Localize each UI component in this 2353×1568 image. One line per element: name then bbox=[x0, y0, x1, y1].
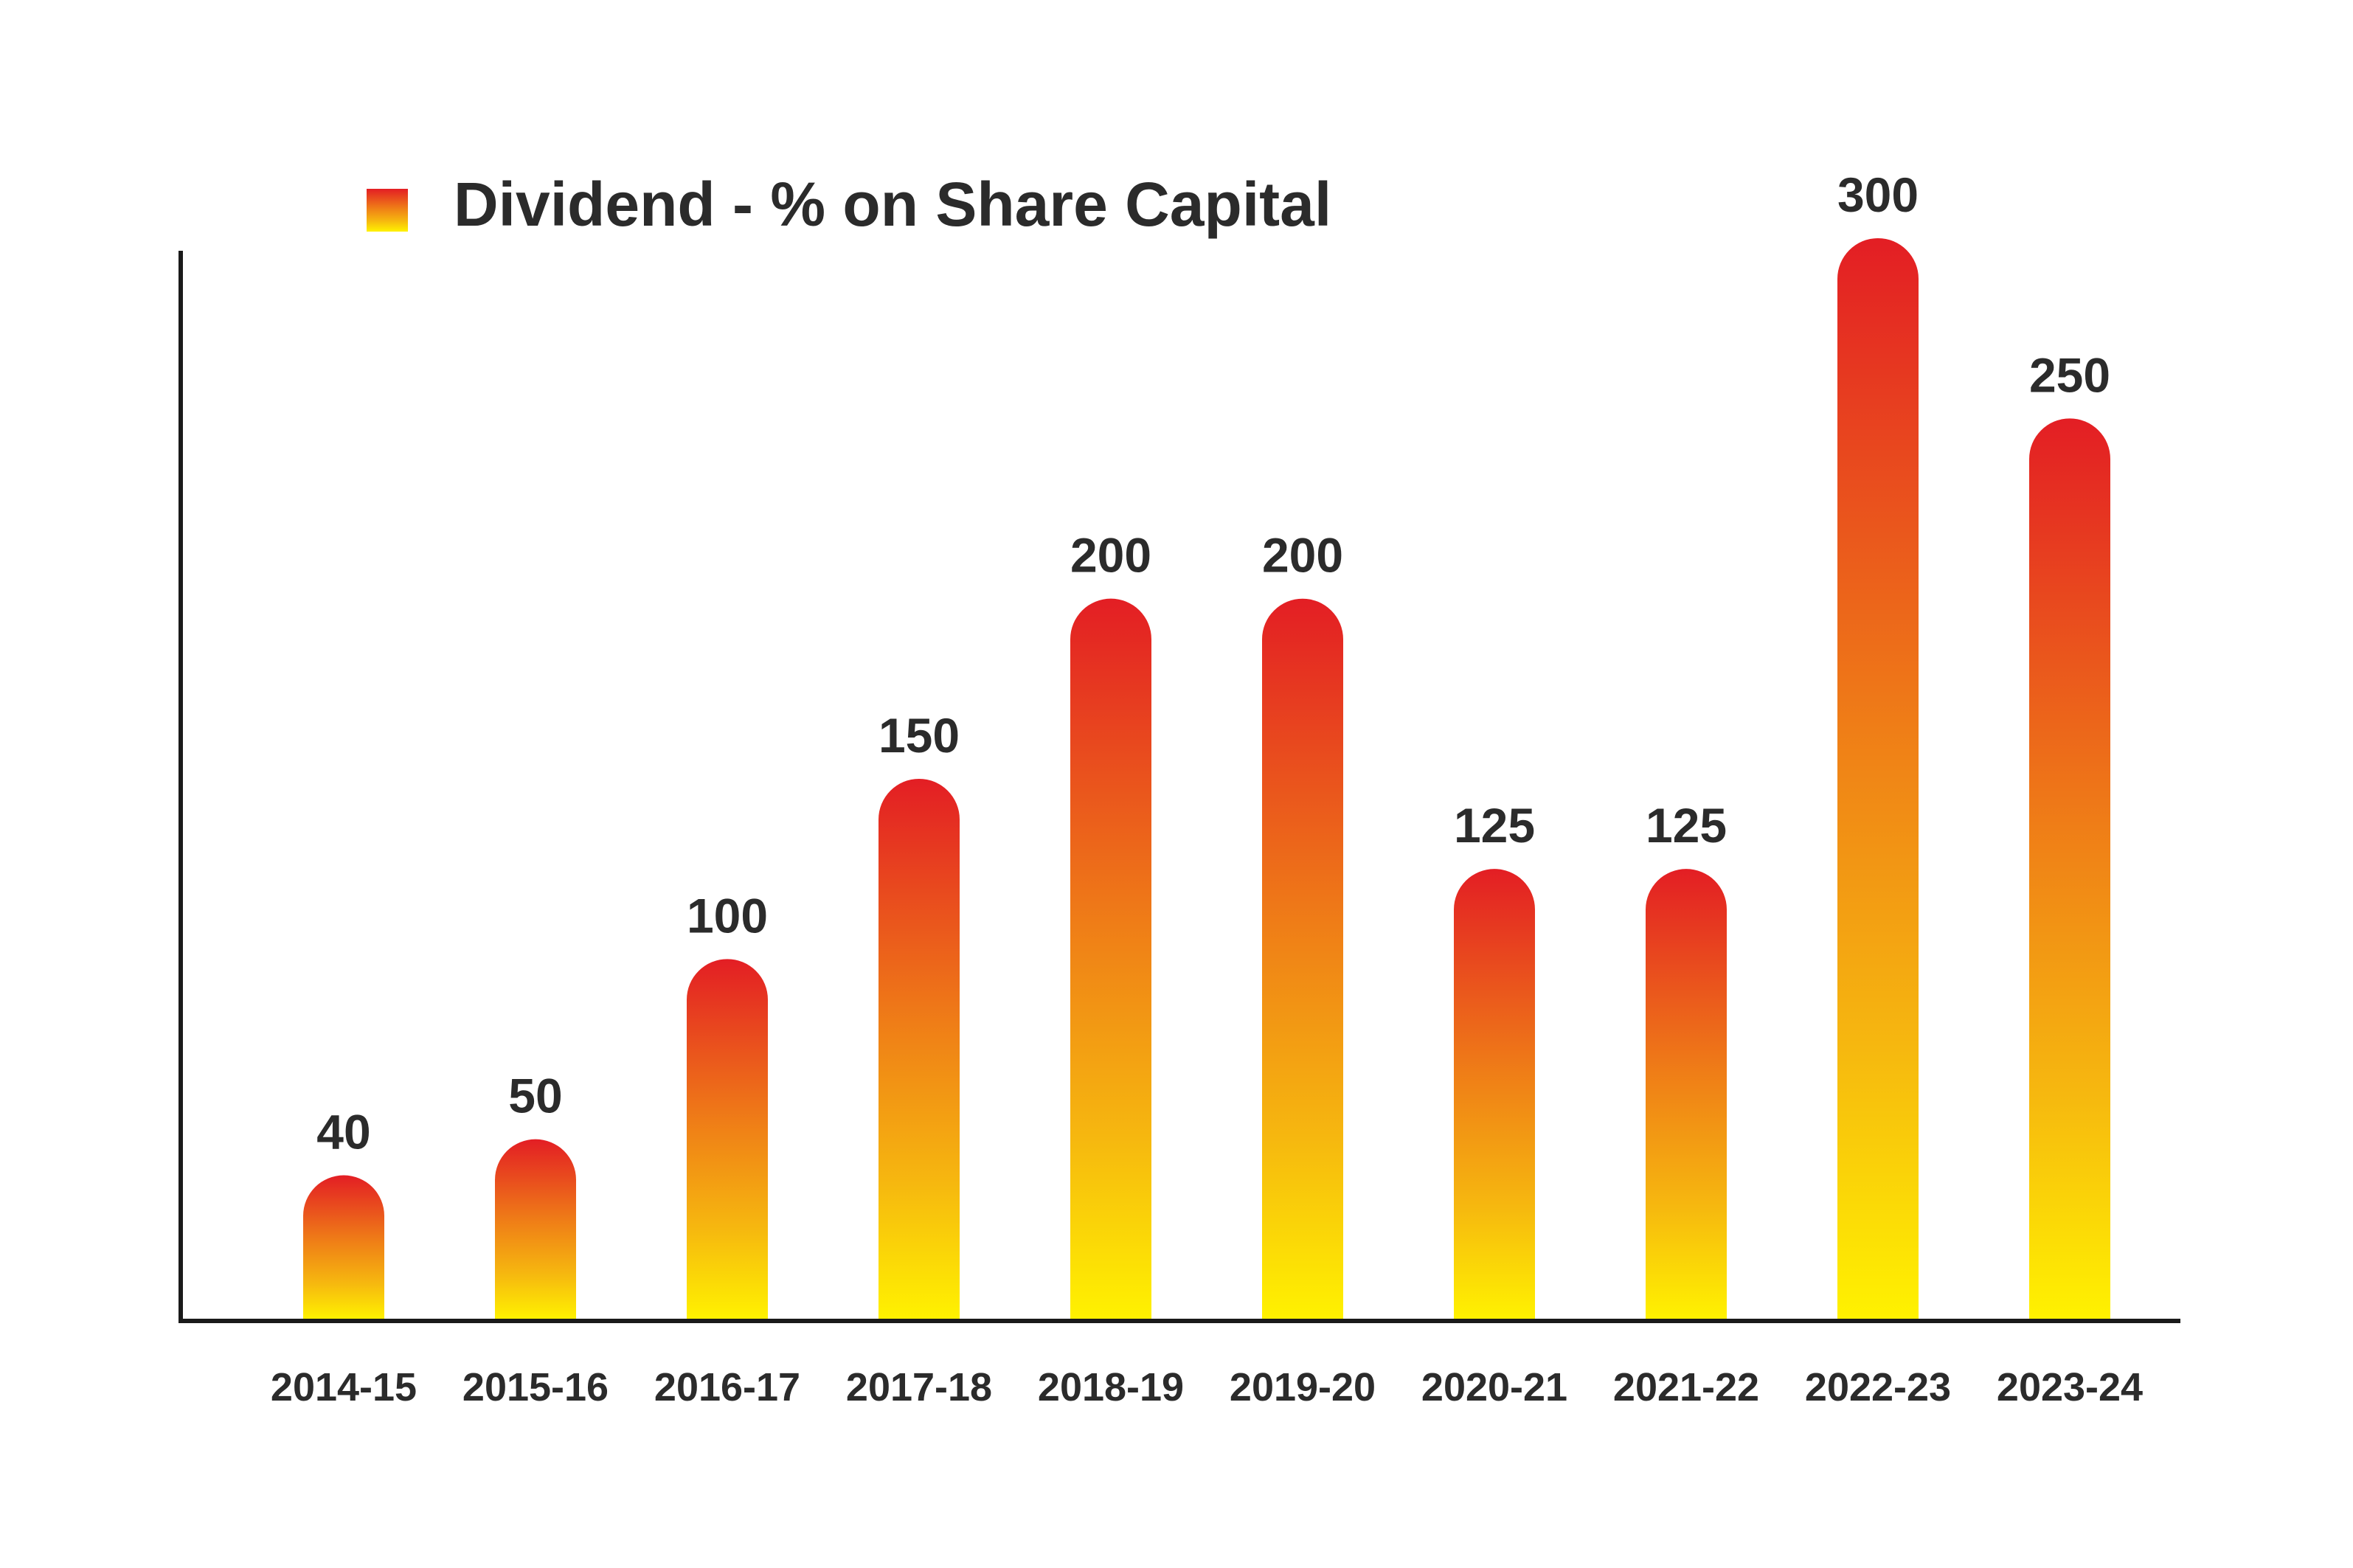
bar-2023-24 bbox=[2029, 418, 2110, 1320]
data-label-2021-22: 125 bbox=[1646, 798, 1727, 853]
data-label-2020-21: 125 bbox=[1454, 798, 1535, 853]
bar-2020-21 bbox=[1453, 869, 1535, 1319]
x-tick-label-2017-18: 2017-18 bbox=[846, 1365, 992, 1409]
data-label-2022-23: 300 bbox=[1837, 167, 1919, 222]
data-label-2016-17: 100 bbox=[687, 888, 768, 943]
bar-2017-18 bbox=[879, 779, 960, 1319]
data-label-2015-16: 50 bbox=[508, 1069, 562, 1123]
bar-2022-23 bbox=[1837, 238, 1919, 1319]
bars-group bbox=[303, 238, 2110, 1320]
bar-2021-22 bbox=[1646, 869, 1727, 1319]
x-tick-label-2018-19: 2018-19 bbox=[1038, 1365, 1184, 1409]
x-tick-label-2019-20: 2019-20 bbox=[1230, 1365, 1376, 1409]
data-labels-group: 40 50 100 150 200 200 125 125 300 250 bbox=[316, 167, 2110, 1159]
data-label-2023-24: 250 bbox=[2029, 347, 2110, 402]
legend-label: Dividend - % on Share Capital bbox=[454, 170, 1331, 239]
bar-2016-17 bbox=[687, 959, 768, 1319]
data-label-2018-19: 200 bbox=[1070, 528, 1151, 583]
legend-swatch bbox=[367, 189, 408, 232]
legend: Dividend - % on Share Capital bbox=[367, 170, 1331, 239]
data-label-2019-20: 200 bbox=[1262, 528, 1343, 583]
x-tick-label-2016-17: 2016-17 bbox=[654, 1365, 800, 1409]
x-tick-label-2021-22: 2021-22 bbox=[1613, 1365, 1759, 1409]
bar-2015-16 bbox=[495, 1139, 576, 1319]
bar-2019-20 bbox=[1262, 598, 1343, 1319]
x-tick-label-2022-23: 2022-23 bbox=[1805, 1365, 1951, 1409]
data-label-2014-15: 40 bbox=[316, 1105, 370, 1159]
x-tick-labels-group: 2014-15 2015-16 2016-17 2017-18 2018-19 2019-… bbox=[271, 1365, 2143, 1409]
bar-2014-15 bbox=[303, 1175, 384, 1319]
x-tick-label-2015-16: 2015-16 bbox=[462, 1365, 609, 1409]
x-tick-label-2014-15: 2014-15 bbox=[271, 1365, 417, 1409]
data-label-2017-18: 150 bbox=[879, 708, 960, 763]
x-tick-label-2020-21: 2020-21 bbox=[1421, 1365, 1567, 1409]
x-tick-label-2023-24: 2023-24 bbox=[1997, 1365, 2143, 1409]
bar-2018-19 bbox=[1070, 598, 1151, 1319]
